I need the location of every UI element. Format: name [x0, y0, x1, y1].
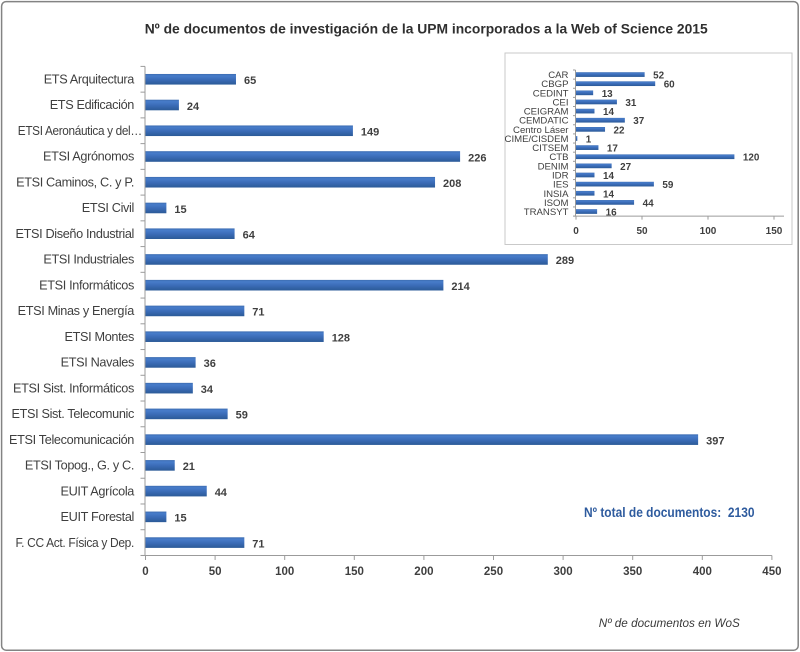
svg-text:ETS Edificación: ETS Edificación [50, 98, 135, 112]
svg-text:ETSI Minas y Energía: ETSI Minas y Energía [18, 304, 136, 318]
svg-text:IDR: IDR [552, 171, 569, 182]
svg-text:400: 400 [693, 566, 712, 578]
svg-text:ETSI Montes: ETSI Montes [65, 330, 134, 344]
svg-text:ETSI Industriales: ETSI Industriales [43, 253, 134, 267]
svg-text:397: 397 [706, 435, 724, 447]
svg-text:22: 22 [614, 125, 625, 136]
svg-text:ETSI Sist. Informáticos: ETSI Sist. Informáticos [13, 381, 134, 395]
svg-text:150: 150 [766, 226, 783, 237]
svg-text:CTB: CTB [549, 152, 568, 163]
svg-text:14: 14 [603, 171, 614, 182]
svg-text:300: 300 [554, 566, 573, 578]
svg-text:TRANSYT: TRANSYT [524, 207, 569, 218]
svg-text:ETSI Diseño Industrial: ETSI Diseño Industrial [15, 227, 134, 241]
svg-text:CEI: CEI [553, 98, 569, 109]
svg-text:100: 100 [275, 566, 294, 578]
svg-text:65: 65 [244, 75, 256, 87]
svg-text:DENIM: DENIM [538, 161, 569, 172]
svg-text:15: 15 [174, 513, 186, 525]
svg-text:17: 17 [607, 144, 618, 155]
svg-text:214: 214 [451, 281, 470, 293]
svg-text:60: 60 [664, 80, 675, 91]
svg-text:ETSI Agrónomos: ETSI Agrónomos [43, 150, 134, 164]
svg-text:64: 64 [243, 230, 256, 242]
svg-text:14: 14 [603, 107, 614, 118]
svg-text:ETSI Navales: ETSI Navales [61, 356, 134, 370]
svg-text:24: 24 [187, 101, 200, 113]
svg-text:CITSEM: CITSEM [532, 143, 568, 154]
svg-text:ETSI Informáticos: ETSI Informáticos [39, 278, 134, 292]
svg-text:289: 289 [556, 255, 574, 267]
svg-text:ETSI Telecomunicación: ETSI Telecomunicación [9, 433, 134, 447]
svg-text:CEDINT: CEDINT [533, 88, 569, 99]
svg-text:250: 250 [484, 566, 503, 578]
svg-text:200: 200 [414, 566, 433, 578]
svg-text:21: 21 [183, 461, 195, 473]
svg-text:ETSI Sist. Telecomunic: ETSI Sist. Telecomunic [11, 407, 135, 421]
svg-text:CEIGRAM: CEIGRAM [524, 107, 569, 118]
svg-text:Centro Láser: Centro Láser [513, 125, 569, 136]
svg-text:ISOM: ISOM [544, 198, 569, 209]
svg-text:71: 71 [252, 307, 264, 319]
svg-text:IES: IES [553, 180, 568, 191]
svg-text:27: 27 [620, 162, 631, 173]
svg-text:Nº de documentos en WoS: Nº de documentos en WoS [599, 616, 740, 630]
svg-text:44: 44 [215, 487, 228, 499]
svg-text:0: 0 [573, 226, 579, 237]
svg-text:CBGP: CBGP [541, 79, 568, 90]
svg-text:ETSI Aeronáutica y del…: ETSI Aeronáutica y del… [18, 124, 142, 138]
svg-text:50: 50 [209, 566, 222, 578]
svg-text:ETSI Topog., G. y C.: ETSI Topog., G. y C. [25, 459, 134, 473]
svg-text:15: 15 [174, 204, 186, 216]
svg-text:44: 44 [643, 198, 654, 209]
svg-text:31: 31 [625, 98, 636, 109]
svg-text:Nº de documentos de investigac: Nº de documentos de investigación de la … [145, 22, 708, 38]
svg-text:71: 71 [252, 538, 264, 550]
svg-text:CIME/CISDEM: CIME/CISDEM [505, 134, 569, 145]
svg-text:EUIT Forestal: EUIT Forestal [61, 510, 134, 524]
svg-text:0: 0 [142, 566, 148, 578]
svg-text:120: 120 [743, 153, 760, 164]
svg-text:37: 37 [633, 116, 644, 127]
svg-text:16: 16 [606, 208, 617, 219]
svg-text:CAR: CAR [548, 70, 568, 81]
svg-text:34: 34 [201, 384, 214, 396]
svg-text:100: 100 [700, 226, 717, 237]
svg-text:50: 50 [636, 226, 648, 237]
svg-text:1: 1 [586, 135, 592, 146]
svg-text:CEMDATIC: CEMDATIC [519, 116, 568, 127]
svg-text:150: 150 [345, 566, 364, 578]
svg-text:350: 350 [623, 566, 642, 578]
svg-text:208: 208 [443, 178, 461, 190]
svg-text:128: 128 [332, 333, 350, 345]
svg-text:INSIA: INSIA [543, 189, 569, 200]
svg-text:ETSI Caminos, C. y P.: ETSI Caminos, C. y P. [16, 175, 134, 189]
svg-text:450: 450 [762, 566, 781, 578]
svg-text:EUIT Agrícola: EUIT Agrícola [61, 484, 136, 498]
svg-text:149: 149 [361, 127, 379, 139]
svg-text:52: 52 [653, 71, 664, 82]
svg-text:ETSI Civil: ETSI Civil [82, 201, 134, 215]
svg-text:36: 36 [204, 358, 216, 370]
svg-text:59: 59 [236, 410, 248, 422]
svg-text:F. CC Act. Física y Dep.: F. CC Act. Física y Dep. [16, 536, 135, 550]
svg-text:ETS Arquitectura: ETS Arquitectura [44, 73, 136, 87]
svg-text:14: 14 [603, 189, 614, 200]
svg-text:226: 226 [468, 152, 486, 164]
svg-text:Nº total de documentos: 2130: Nº total de documentos: 2130 [584, 505, 755, 520]
svg-text:59: 59 [662, 180, 673, 191]
svg-text:13: 13 [602, 89, 613, 100]
